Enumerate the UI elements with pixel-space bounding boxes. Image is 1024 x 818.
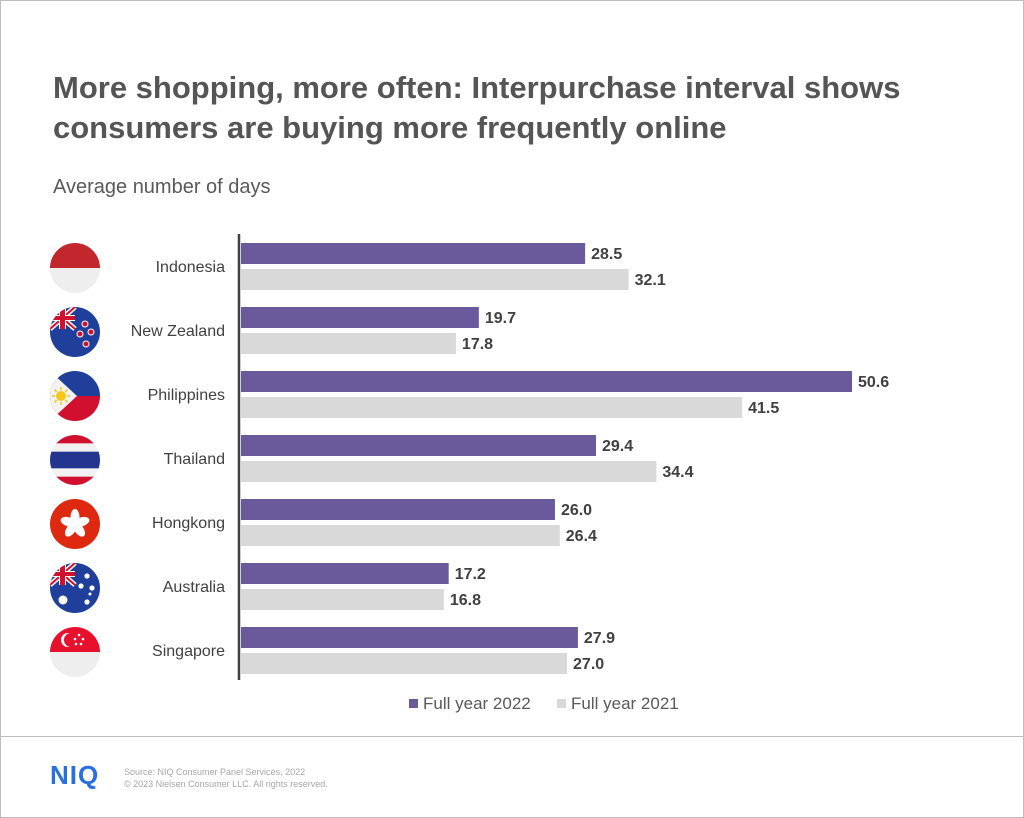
- value-label: 29.4: [602, 438, 633, 455]
- new-zealand-flag-icon: [50, 307, 100, 357]
- footer-divider: [0, 736, 1024, 737]
- bar-2022: [241, 307, 479, 328]
- category-label: Thailand: [164, 451, 225, 468]
- bar-chart: Indonesia New Zealand Philippines Thailand H…: [50, 234, 889, 713]
- value-label: 19.7: [485, 310, 516, 327]
- category-label: New Zealand: [131, 323, 225, 340]
- category-label: Australia: [163, 579, 225, 596]
- bar-2022: [241, 435, 597, 456]
- chart-subtitle: Average number of days: [53, 176, 271, 198]
- value-label: 16.8: [450, 592, 481, 609]
- legend-swatch: [557, 699, 566, 708]
- category-label: Indonesia: [156, 259, 225, 276]
- category-label: Hongkong: [152, 515, 225, 532]
- bar-2022: [241, 371, 852, 392]
- niq-logo: NIQ: [50, 760, 100, 790]
- indonesia-flag-icon: [50, 243, 100, 293]
- hongkong-flag-icon: [50, 499, 100, 549]
- value-label: 27.9: [584, 630, 615, 647]
- bar-2021: [241, 333, 456, 354]
- value-label: 27.0: [573, 656, 604, 673]
- value-label: 32.1: [635, 272, 666, 289]
- legend-label: Full year 2022: [423, 694, 531, 713]
- philippines-flag-icon: [50, 371, 100, 421]
- value-labels: 28.5 32.1 19.7 17.8 50.6 41.5 29.4 34.4 26.0 26.4…: [450, 246, 889, 673]
- value-label: 17.2: [455, 566, 486, 583]
- category-labels: Indonesia New Zealand Philippines Thailand H…: [131, 259, 225, 660]
- bar-2021: [241, 589, 444, 610]
- bar-2022: [241, 499, 555, 520]
- value-label: 26.0: [561, 502, 592, 519]
- value-label: 28.5: [591, 246, 622, 263]
- australia-flag-icon: [50, 563, 100, 613]
- value-label: 17.8: [462, 336, 493, 353]
- bar-2022: [241, 243, 586, 264]
- value-label: 34.4: [662, 464, 693, 481]
- flag-column: [50, 243, 100, 677]
- category-label: Philippines: [148, 387, 225, 404]
- bar-2021: [241, 525, 560, 546]
- legend-label: Full year 2021: [571, 694, 679, 713]
- legend: Full year 2022 Full year 2021: [409, 694, 679, 713]
- bar-2021: [241, 461, 657, 482]
- bar-2021: [241, 269, 629, 290]
- singapore-flag-icon: [50, 627, 100, 677]
- source-line: Source: NIQ Consumer Panel Services, 202…: [124, 767, 306, 777]
- bar-2021: [241, 397, 743, 418]
- source-note: Source: NIQ Consumer Panel Services, 202…: [124, 766, 328, 790]
- copyright-line: © 2023 Nielsen Consumer LLC. All rights …: [124, 779, 328, 789]
- chart-title: More shopping, more often: Interpurchase…: [53, 70, 901, 145]
- value-label: 26.4: [566, 528, 597, 545]
- bar-2021: [241, 653, 568, 674]
- value-label: 41.5: [748, 400, 779, 417]
- value-label: 50.6: [858, 374, 889, 391]
- bars-layer: [241, 243, 852, 674]
- category-label: Singapore: [152, 643, 225, 660]
- thailand-flag-icon: [50, 435, 100, 485]
- legend-swatch: [409, 699, 418, 708]
- bar-2022: [241, 627, 578, 648]
- bar-2022: [241, 563, 449, 584]
